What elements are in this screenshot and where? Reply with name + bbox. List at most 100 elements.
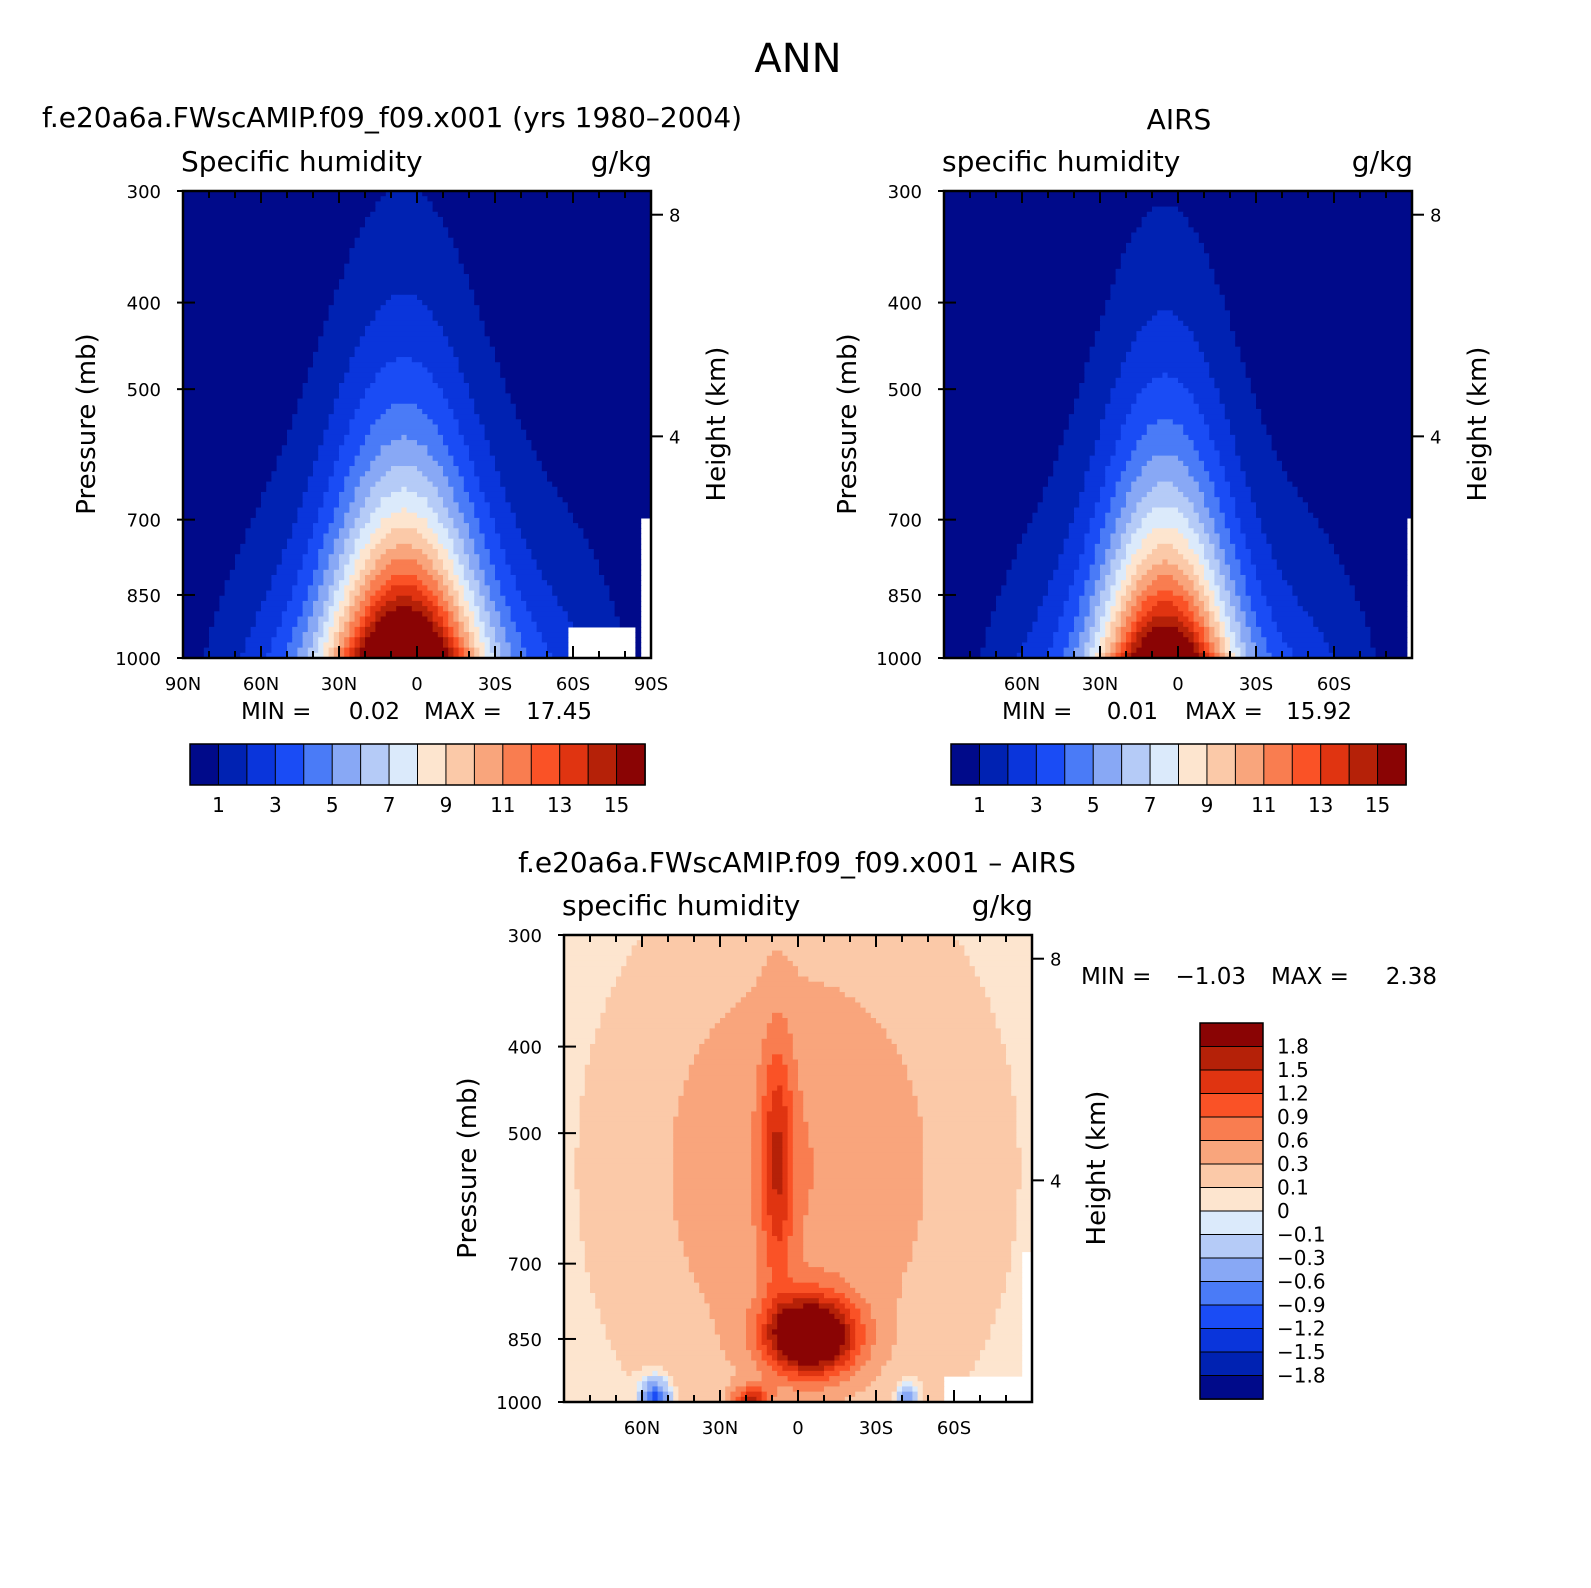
contour-cell (1172, 600, 1189, 607)
contour-cell (642, 1396, 648, 1402)
contour-cell (579, 1121, 674, 1128)
contour-cell (995, 1313, 1023, 1320)
contour-cell (1224, 476, 1247, 483)
contour-cell (349, 652, 356, 658)
contour-cell (1016, 1230, 1032, 1237)
contour-cell (1198, 632, 1205, 638)
contour-cell (1162, 372, 1169, 379)
contour-cell (427, 616, 434, 623)
contour-cell (443, 642, 449, 649)
contour-cell (510, 564, 538, 571)
contour-cell (777, 1339, 846, 1346)
contour-cell (474, 595, 486, 602)
contour-cell (673, 1199, 752, 1206)
contour-cell (349, 528, 361, 535)
contour-cell (824, 1365, 835, 1372)
contour-cell (463, 372, 501, 379)
contour-cell (761, 1038, 794, 1045)
contour-cell (590, 1059, 695, 1066)
contour-cell (1214, 440, 1236, 446)
contour-cell (870, 1012, 997, 1019)
contour-cell (349, 367, 382, 374)
contour-cell (458, 419, 480, 426)
contour-cell (500, 652, 512, 658)
colorbar-box (1178, 743, 1208, 786)
contour-cell (818, 1303, 835, 1310)
contour-cell (1110, 585, 1122, 592)
contour-cell (292, 523, 314, 529)
contour-cell (302, 637, 314, 644)
contour-cell (635, 626, 642, 633)
contour-cell (1136, 528, 1153, 535)
contour-cell (1011, 559, 1059, 566)
contour-cell (839, 1355, 851, 1362)
contour-cell (1219, 585, 1226, 592)
contour-cell (761, 1116, 768, 1123)
contour-cell (751, 1184, 763, 1190)
contour-cell (1198, 611, 1210, 618)
y-tick-label: 400 (888, 294, 922, 315)
contour-cell (673, 1132, 752, 1138)
contour-cell (474, 632, 480, 638)
contour-cell (944, 424, 1070, 431)
contour-cell (1100, 424, 1122, 431)
contour-cell (772, 1106, 789, 1113)
contour-cell (766, 1116, 789, 1123)
contour-cell (1094, 450, 1117, 457)
contour-cell (808, 1204, 924, 1211)
contour-cell (1188, 606, 1200, 612)
contour-cell (1146, 569, 1184, 576)
contour-cell (1198, 642, 1205, 649)
contour-cell (782, 1085, 789, 1092)
contour-cell (761, 1396, 768, 1402)
contour-cell (500, 580, 517, 586)
contour-cell (1235, 606, 1241, 612)
colorbar-box (1199, 1375, 1264, 1400)
contour-cell (772, 950, 783, 957)
contour-cell (1120, 621, 1127, 628)
contour-cell (328, 419, 350, 426)
contour-cell (1079, 632, 1091, 638)
contour-cell (579, 1101, 679, 1107)
contour-cell (354, 414, 382, 420)
contour-cell (824, 1267, 908, 1273)
contour-cell (1204, 248, 1412, 254)
contour-cell (318, 549, 335, 555)
contour-cell (515, 626, 538, 633)
contour-cell (1063, 543, 1085, 550)
contour-cell (1120, 258, 1210, 265)
contour-cell (1084, 626, 1091, 633)
contour-cell (1136, 621, 1148, 628)
contour-cell (354, 346, 454, 353)
contour-cell (944, 419, 1070, 426)
contour-cell (1204, 549, 1215, 555)
contour-cell (448, 336, 491, 343)
contour-cell (375, 574, 392, 581)
contour-cell (1120, 476, 1137, 483)
contour-cell (453, 642, 460, 649)
contour-cell (584, 1261, 690, 1268)
contour-cell (564, 1116, 581, 1123)
contour-cell (839, 1272, 903, 1279)
contour-cell (922, 1152, 1023, 1159)
contour-cell (1100, 564, 1111, 571)
contour-cell (370, 621, 376, 628)
contour-cell (1219, 538, 1231, 545)
contour-cell (448, 647, 454, 654)
contour-cell (391, 574, 418, 581)
contour-cell (652, 1396, 659, 1402)
contour-cell (1328, 533, 1408, 540)
contour-cell (730, 1376, 763, 1382)
contour-cell (1204, 497, 1221, 503)
contour-cell (1094, 549, 1106, 555)
contour-cell (860, 1293, 903, 1299)
contour-cell (1126, 569, 1137, 576)
contour-cell (1089, 611, 1096, 618)
contour-cell (318, 590, 330, 597)
contour-cell (1250, 559, 1278, 566)
contour-cell (1219, 564, 1231, 571)
contour-cell (276, 460, 314, 467)
contour-cell (339, 388, 366, 394)
contour-cell (944, 440, 1065, 446)
contour-cell (564, 960, 627, 967)
